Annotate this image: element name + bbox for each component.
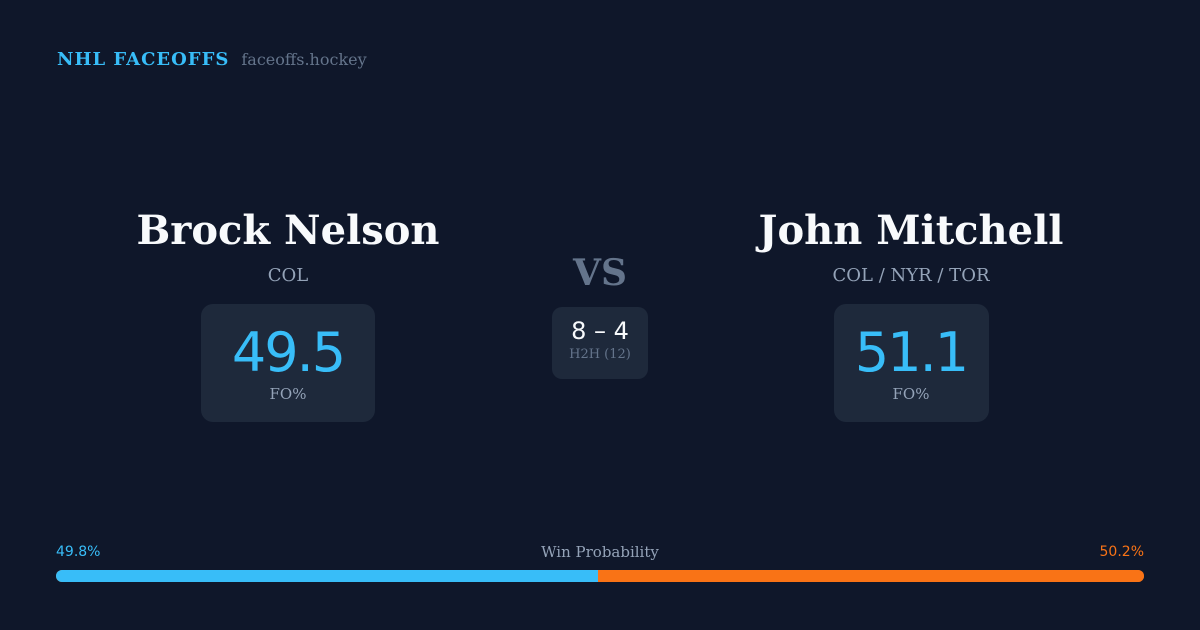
player-2-fo-label: FO% <box>892 385 930 403</box>
player-2-team: COL / NYR / TOR <box>832 265 990 286</box>
player-1-fo-label: FO% <box>269 385 307 403</box>
win-prob-bar <box>56 570 1144 582</box>
player-2-fo-card: 51.1 FO% <box>833 304 989 422</box>
win-prob-bar-right <box>597 570 1144 582</box>
player-1-team: COL <box>267 265 309 286</box>
win-prob-left: 49.8% <box>56 544 101 560</box>
vs-label: VS <box>573 252 627 294</box>
player-2-fo-pct: 51.1 <box>854 321 969 384</box>
brand-url: faceoffs.hockey <box>241 50 367 69</box>
player-1-fo-card: 49.5 FO% <box>201 304 375 422</box>
h2h-label: H2H (12) <box>569 347 631 362</box>
h2h-score: 8 – 4 <box>571 317 629 345</box>
player-1-name: Brock Nelson <box>136 207 440 254</box>
player-2-name: John Mitchell <box>758 207 1064 254</box>
win-prob-title: Win Probability <box>541 543 659 561</box>
player-1: Brock Nelson COL 49.5 FO% <box>108 205 468 422</box>
win-prob-bar-left <box>56 570 598 582</box>
win-prob-right: 50.2% <box>1099 544 1144 560</box>
player-2: John Mitchell COL / NYR / TOR 51.1 FO% <box>731 205 1091 422</box>
brand: NHL FACEOFFS faceoffs.hockey <box>57 49 367 70</box>
h2h-card: 8 – 4 H2H (12) <box>552 307 648 379</box>
player-1-fo-pct: 49.5 <box>231 321 346 384</box>
brand-name: NHL FACEOFFS <box>57 49 230 70</box>
